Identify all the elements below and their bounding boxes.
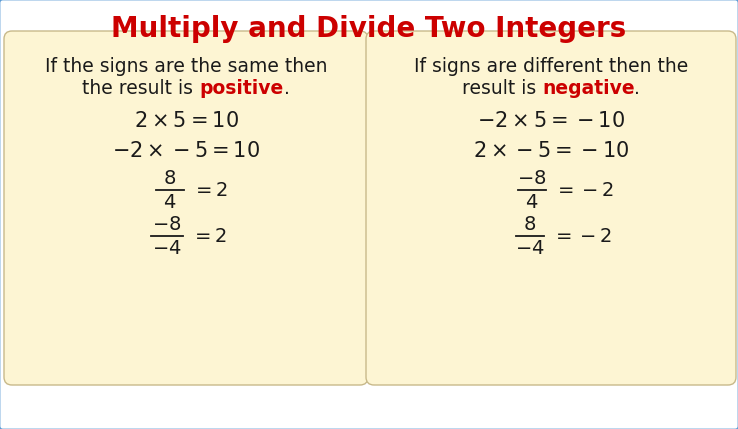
Text: If the signs are the same then: If the signs are the same then	[45, 57, 327, 76]
FancyBboxPatch shape	[4, 31, 368, 385]
Text: $2\times5=10$: $2\times5=10$	[134, 111, 238, 131]
Text: $=2$: $=2$	[191, 227, 227, 245]
Text: $-8$: $-8$	[152, 214, 182, 233]
Text: result is: result is	[462, 79, 542, 97]
Text: $=-2$: $=-2$	[552, 227, 613, 245]
Text: $-8$: $-8$	[517, 169, 547, 187]
FancyBboxPatch shape	[366, 31, 736, 385]
Text: $8$: $8$	[163, 169, 176, 187]
Text: $2\times-5=-10$: $2\times-5=-10$	[473, 141, 629, 161]
Text: the result is: the result is	[83, 79, 199, 97]
Text: $-4$: $-4$	[152, 239, 182, 257]
Text: $-4$: $-4$	[515, 239, 545, 257]
Text: Multiply and Divide Two Integers: Multiply and Divide Two Integers	[111, 15, 627, 43]
Text: $-2\times-5=10$: $-2\times-5=10$	[112, 141, 260, 161]
Text: .: .	[283, 79, 289, 97]
Text: .: .	[635, 79, 641, 97]
Text: positive: positive	[199, 79, 283, 97]
Text: $4$: $4$	[163, 193, 176, 211]
Text: $8$: $8$	[523, 214, 537, 233]
Text: $4$: $4$	[525, 193, 539, 211]
Text: If signs are different then the: If signs are different then the	[414, 57, 688, 76]
Text: $=2$: $=2$	[192, 181, 228, 199]
Text: $-2\times5=-10$: $-2\times5=-10$	[477, 111, 625, 131]
Text: $=-2$: $=-2$	[554, 181, 614, 199]
Text: negative: negative	[542, 79, 635, 97]
